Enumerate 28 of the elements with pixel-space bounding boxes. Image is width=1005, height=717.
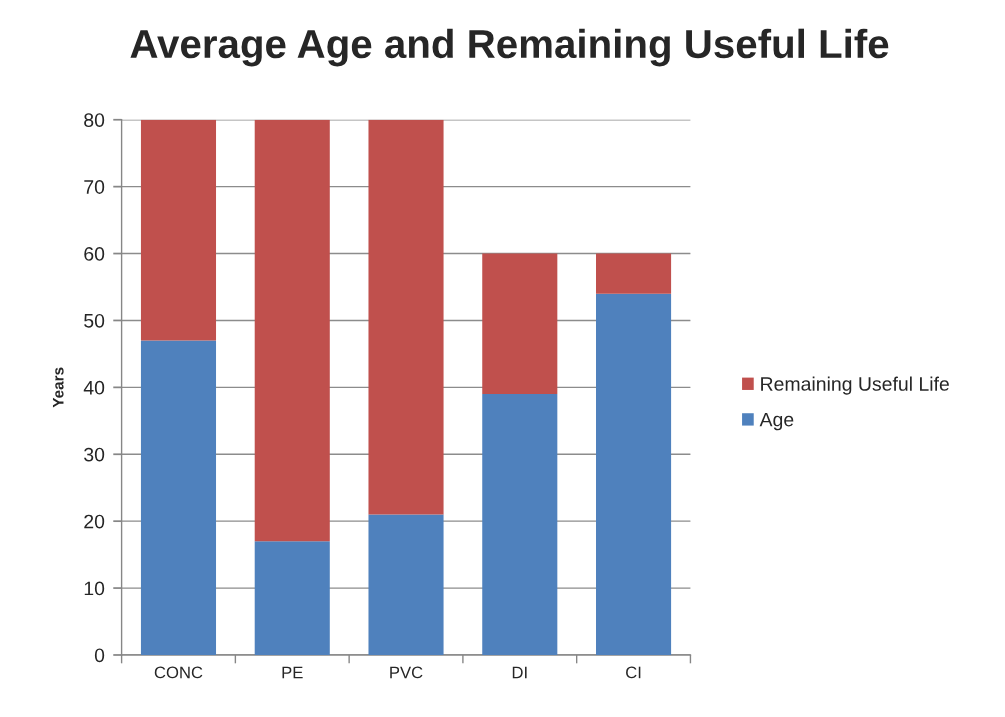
y-axis-title: Years xyxy=(52,367,64,408)
legend-label: Remaining Useful Life xyxy=(761,376,949,395)
x-tick-label: CONC xyxy=(154,666,203,679)
bar xyxy=(140,340,217,655)
y-tick-label: 60 xyxy=(84,247,105,261)
chart-title: Average Age and Remaining Useful Life xyxy=(130,28,889,67)
y-tick-label: 40 xyxy=(83,380,105,395)
bar xyxy=(254,119,330,542)
y-tick-label: 70 xyxy=(84,180,105,194)
bar xyxy=(368,514,444,655)
x-tick-label: CI xyxy=(626,666,641,679)
bar xyxy=(482,253,558,395)
y-tick-label: 30 xyxy=(84,447,105,462)
y-tick-label: 80 xyxy=(84,113,105,127)
legend-label: Age xyxy=(759,412,794,431)
bar xyxy=(482,394,558,655)
y-tick-label: 0 xyxy=(94,648,105,663)
bar xyxy=(596,293,672,655)
x-tick-label: PVC xyxy=(390,666,423,679)
y-tick-label: 10 xyxy=(84,581,105,596)
y-tick-label: 50 xyxy=(84,313,105,328)
bar xyxy=(596,253,672,294)
x-tick-label: DI xyxy=(512,666,527,679)
bar xyxy=(368,119,444,515)
y-tick-label: 20 xyxy=(84,514,105,529)
x-tick-label: PE xyxy=(282,666,303,679)
bar xyxy=(254,541,330,655)
bar xyxy=(140,119,217,341)
